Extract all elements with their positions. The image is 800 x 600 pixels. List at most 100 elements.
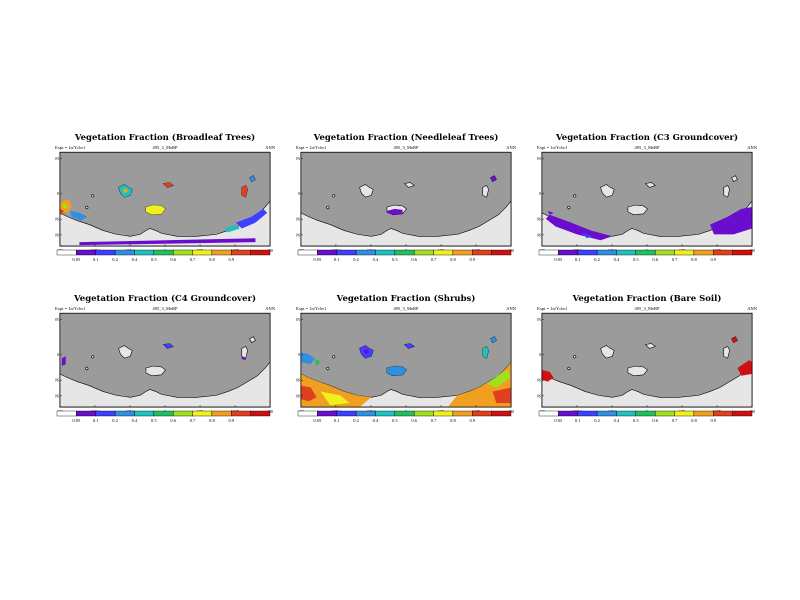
colorbar-label: 0.4 (373, 257, 379, 262)
colorbar-swatch (172, 249, 193, 256)
colorbar-label: 0.2 (594, 418, 600, 423)
colorbar-swatch (538, 249, 559, 256)
map-panel: Vegetation Fraction (C3 Groundcover) Expt… (537, 133, 757, 303)
colorbar: 0.05 0.1 0.2 0.4 0.5 0.6 0.7 0.8 0.9 (56, 410, 271, 423)
land-shape (359, 184, 374, 198)
colorbar-label: 0.5 (151, 257, 157, 262)
expt-label: Expt = 1n/Ycbr1 (55, 306, 86, 311)
colorbar-swatch (713, 410, 733, 417)
colorbar-label: 0.7 (431, 418, 437, 423)
colorbar-label: 0.2 (353, 418, 359, 423)
panel-title: Vegetation Fraction (Needleleaf Trees) (313, 133, 499, 143)
lat-label: 60S (537, 394, 541, 398)
colorbar-swatch (153, 410, 174, 417)
expt-label: Expt = 1n/Ycbr1 (296, 306, 327, 311)
colorbar: 0.05 0.1 0.2 0.4 0.5 0.6 0.7 0.8 0.9 (56, 249, 271, 262)
land-shape (403, 182, 415, 188)
colorbar-label: 0.1 (93, 257, 99, 262)
colorbar-swatch (452, 410, 473, 417)
vegetation-patch (547, 210, 554, 215)
case-label: 495_3_MeRP (393, 145, 419, 150)
colorbar-swatch (674, 249, 695, 256)
vegetation-patch (79, 238, 256, 246)
land-shape (627, 204, 648, 216)
colorbar-label: 0.5 (633, 257, 639, 262)
colorbar-swatch (452, 249, 473, 256)
lat-label: 40S (55, 379, 59, 383)
expt-label: Expt = 1n/Ycbr1 (55, 145, 86, 150)
map: 60N040S60S180120W60W060E120E180 (55, 151, 273, 253)
vegetation-patch (482, 346, 489, 359)
season-label: ANN (265, 145, 275, 150)
land-shape (84, 205, 89, 210)
colorbar-label: 0.05 (313, 418, 322, 423)
colorbar-label: 0.05 (554, 418, 563, 423)
colorbar-label: 0.6 (652, 418, 658, 423)
colorbar-swatch (635, 249, 656, 256)
land-shape (644, 182, 656, 188)
land-shape (241, 346, 248, 359)
colorbar-swatch (114, 249, 135, 256)
vegetation-patch (541, 369, 554, 382)
colorbar-label: 0.7 (431, 257, 437, 262)
lat-label: 0 (57, 192, 59, 196)
colorbar-swatch (250, 410, 271, 417)
colorbar-swatch (596, 410, 617, 417)
colorbar-label: 0.5 (151, 418, 157, 423)
land-shape (627, 365, 648, 377)
vegetation-patch (69, 210, 88, 221)
colorbar-swatch (231, 249, 251, 256)
lat-label: 0 (539, 353, 541, 357)
colorbar-label: 0.1 (93, 418, 99, 423)
case-label: 495_3_MeRP (634, 306, 660, 311)
vegetation-patch (404, 343, 415, 349)
vegetation-patch (163, 343, 174, 349)
land-shape (482, 185, 489, 198)
colorbar-label: 0.2 (112, 418, 118, 423)
colorbar-label: 0.8 (691, 418, 697, 423)
colorbar-swatch (635, 410, 656, 417)
land-shape (325, 205, 330, 210)
land-shape (145, 365, 166, 377)
colorbar-swatch (76, 249, 96, 256)
colorbar-label: 0.6 (652, 257, 658, 262)
vegetation-patch (300, 352, 315, 365)
colorbar-label: 0.8 (209, 257, 215, 262)
colorbar-label: 0.7 (672, 257, 678, 262)
vegetation-patch (300, 373, 372, 408)
land-shape (600, 345, 615, 359)
lat-label: 0 (298, 353, 300, 357)
land-shape (331, 354, 336, 359)
lat-label: 60N (55, 157, 59, 161)
map-frame (59, 312, 271, 408)
land-shape (249, 336, 256, 343)
land-shape (566, 205, 571, 210)
colorbar-swatch (413, 410, 434, 417)
colorbar-swatch (732, 249, 753, 256)
colorbar-swatch (375, 249, 396, 256)
colorbar: 0.05 0.1 0.2 0.4 0.5 0.6 0.7 0.8 0.9 (538, 410, 753, 423)
lat-label: 60N (55, 318, 59, 322)
colorbar-swatch (76, 410, 96, 417)
panel-title: Vegetation Fraction (Bare Soil) (572, 294, 722, 304)
land-shape (600, 184, 615, 198)
land-shape (325, 366, 330, 371)
lat-label: 40S (537, 379, 541, 383)
colorbar-label: 0.7 (672, 418, 678, 423)
lat-label: 40S (296, 379, 300, 383)
colorbar-swatch (355, 249, 376, 256)
colorbar-label: 0.4 (132, 257, 138, 262)
colorbar-label: 0.2 (112, 257, 118, 262)
colorbar-label: 0.4 (614, 418, 620, 423)
colorbar-swatch (577, 249, 598, 256)
vegetation-patch (61, 356, 66, 367)
colorbar-label: 0.5 (392, 257, 398, 262)
case-label: 495_3_MeRP (634, 145, 660, 150)
colorbar-swatch (375, 410, 396, 417)
colorbar-label: 0.6 (411, 418, 417, 423)
colorbar-label: 0.2 (353, 257, 359, 262)
colorbar: 0.05 0.1 0.2 0.4 0.5 0.6 0.7 0.8 0.9 (297, 410, 512, 423)
panel-title: Vegetation Fraction (C3 Groundcover) (555, 133, 739, 143)
colorbar-swatch (394, 410, 415, 417)
colorbar-label: 0.05 (72, 257, 81, 262)
